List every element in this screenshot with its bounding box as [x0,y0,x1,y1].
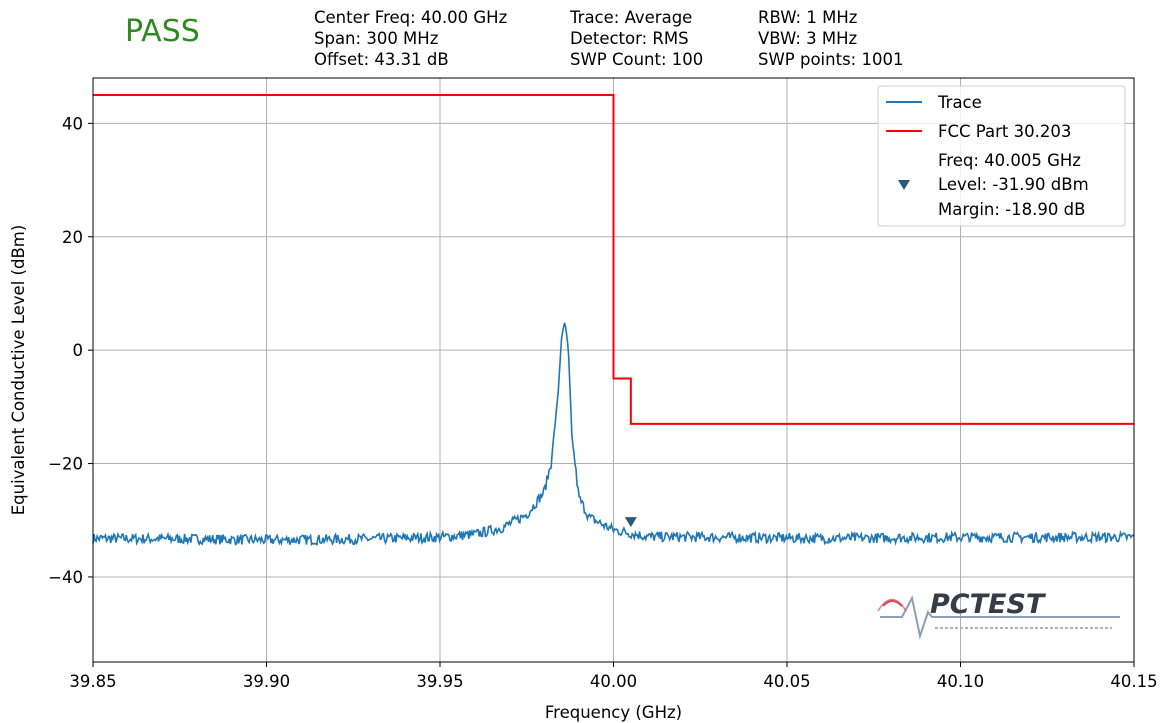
y-tick-label: −40 [48,568,83,587]
span-text: Span: 300 MHz [314,29,439,48]
marker-triangle-icon [624,517,637,528]
header-col-2: Trace: Average Detector: RMS SWP Count: … [570,7,703,70]
legend-marker-icon [898,180,910,190]
x-tick-label: 40.00 [590,672,637,691]
center-freq-text: Center Freq: 40.00 GHz [314,8,508,27]
header-col-1: Center Freq: 40.00 GHz Span: 300 MHz Off… [314,7,507,70]
pass-status: PASS [125,14,200,49]
y-tick-label: −20 [48,455,83,474]
rbw-text: RBW: 1 MHz [758,8,858,27]
fcc-limit-line [93,94,1134,425]
x-tick-label: 40.10 [937,672,984,691]
x-tick-label: 40.05 [763,672,810,691]
logo-signal-icon [880,595,1120,640]
series-layer [92,94,1135,547]
x-tick-label: 40.15 [1110,672,1157,691]
legend-marker-freq: Freq: 40.005 GHz [938,151,1081,170]
pctest-logo: PCTEST [877,589,1120,640]
x-tick-label: 39.90 [243,672,290,691]
legend-trace-label: Trace [937,93,982,112]
x-axis-label: Frequency (GHz) [545,703,682,722]
y-tick-label: 20 [62,228,83,247]
y-tick-label: 0 [73,341,84,360]
x-tick-label: 39.85 [69,672,116,691]
vbw-text: VBW: 3 MHz [758,29,858,48]
swp-points-text: SWP points: 1001 [758,50,904,69]
offset-text: Offset: 43.31 dB [314,50,449,69]
y-axis-label: Equivalent Conductive Level (dBm) [9,225,28,516]
logo-text: PCTEST [930,589,1047,620]
legend-fcc-label: FCC Part 30.203 [938,122,1071,141]
logo-arc-icon-2 [877,598,907,612]
legend-box [877,85,1126,227]
swp-count-text: SWP Count: 100 [570,50,704,69]
trace-line [92,322,1135,547]
x-tick-label: 39.95 [416,672,463,691]
trace-mode-text: Trace: Average [570,8,693,27]
header-col-3: RBW: 1 MHz VBW: 3 MHz SWP points: 1001 [758,7,903,70]
detector-text: Detector: RMS [570,29,689,48]
axis-ticks: 39.85 39.90 39.95 40.00 40.05 40.10 40.15 40 20 0… [48,114,1157,691]
y-tick-label: 40 [62,114,83,133]
legend-marker-margin: Margin: -18.90 dB [938,200,1085,219]
legend-marker-level: Level: -31.90 dBm [938,175,1089,194]
legend: Trace FCC Part 30.203 Freq: 40.005 GHz L… [877,85,1126,227]
